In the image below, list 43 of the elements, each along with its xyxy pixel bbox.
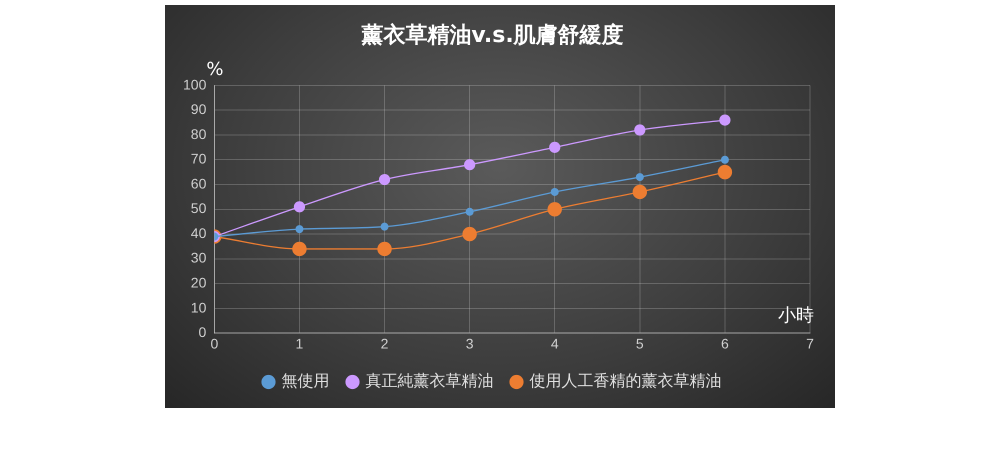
y-tick-label: 40 (190, 224, 207, 241)
legend-label: 使用人工香精的薰衣草精油 (530, 371, 722, 390)
point (462, 226, 477, 242)
x-axis-title: 小時 (778, 304, 814, 326)
y-tick-label: 80 (190, 126, 207, 142)
point (718, 164, 732, 180)
point (377, 242, 392, 256)
legend-label: 無使用 (282, 371, 330, 390)
point (719, 114, 731, 126)
x-tick-label: 7 (806, 335, 814, 352)
point (548, 202, 562, 216)
point (632, 184, 648, 200)
x-tick-label: 4 (550, 335, 559, 352)
point (378, 174, 390, 186)
point (466, 208, 474, 216)
y-tick-label: 100 (183, 76, 207, 92)
x-tick-label: 5 (636, 335, 644, 352)
x-tick-label: 2 (380, 335, 389, 352)
x-tick-label: 6 (721, 335, 730, 352)
point (294, 201, 306, 212)
y-tick-label: 50 (190, 200, 207, 216)
y-tick-label: 10 (190, 299, 207, 316)
legend-label: 真正純薰衣草精油 (366, 371, 494, 390)
point (549, 142, 560, 153)
x-tick-label: 1 (296, 335, 304, 352)
y-tick-label: 70 (190, 150, 207, 167)
y-tick-label: 30 (190, 250, 207, 266)
point (636, 173, 644, 182)
point (380, 222, 389, 231)
y-tick-label: 20 (190, 274, 207, 290)
point (634, 124, 646, 136)
point (550, 188, 559, 196)
y-tick-label: 90 (190, 101, 207, 118)
y-axis-title: % (206, 59, 224, 80)
point (720, 156, 729, 164)
x-tick-label: 0 (210, 335, 218, 352)
x-tick-label: 3 (466, 335, 474, 352)
chart-title: 薰衣草精油v.s.肌膚舒緩度 (360, 22, 624, 48)
y-tick-label: 60 (190, 175, 207, 192)
point (292, 242, 307, 256)
point (295, 225, 304, 234)
y-tick-label: 0 (198, 324, 207, 340)
point (464, 159, 476, 170)
